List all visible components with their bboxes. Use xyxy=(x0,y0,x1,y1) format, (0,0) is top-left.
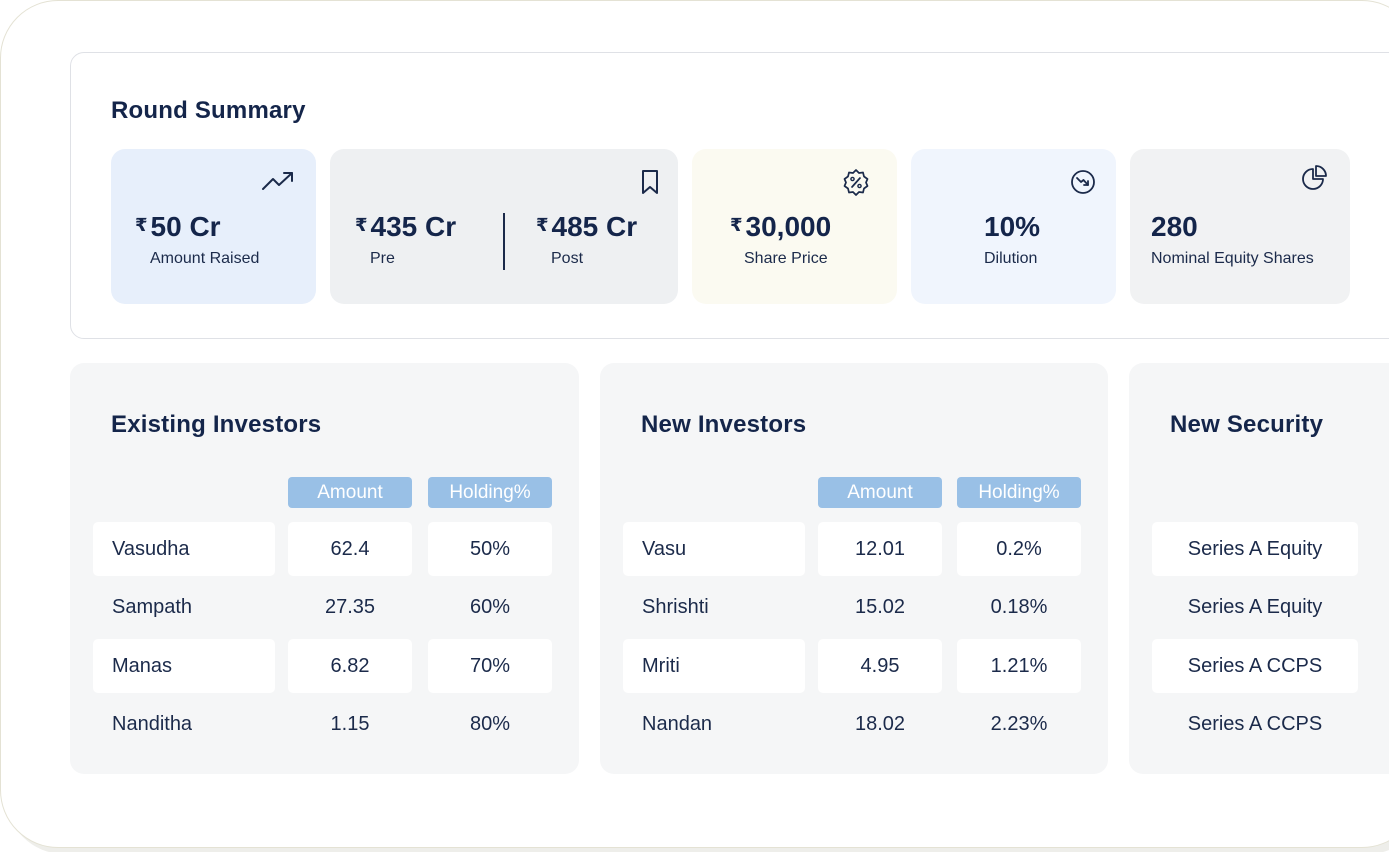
security-type: Series A CCPS xyxy=(1152,639,1358,693)
table-row[interactable]: Mriti 4.95 1.21% xyxy=(600,639,1108,693)
share-price-card[interactable]: ₹30,000 Share Price xyxy=(692,149,897,304)
dilution-card[interactable]: 10% Dilution xyxy=(911,149,1116,304)
nominal-equity-shares-card[interactable]: 280 Nominal Equity Shares xyxy=(1130,149,1350,304)
table-row[interactable]: Manas 6.82 70% xyxy=(70,639,579,693)
investor-holding: 1.21% xyxy=(957,639,1081,693)
table-row[interactable]: Shrishti 15.02 0.18% xyxy=(600,580,1108,634)
dilution-label: Dilution xyxy=(984,250,1038,267)
investor-holding: 80% xyxy=(469,713,511,735)
new-security-panel: New Security Series A Equity Series A Eq… xyxy=(1129,363,1389,774)
existing-investors-title: Existing Investors xyxy=(111,411,322,438)
investor-amount: 62.4 xyxy=(288,522,412,576)
valuation-divider xyxy=(503,213,505,270)
pre-money-value: 435 Cr xyxy=(370,211,457,242)
round-summary-title: Round Summary xyxy=(111,97,306,124)
table-row[interactable]: Sampath 27.35 60% xyxy=(70,580,579,634)
table-row[interactable]: Vasudha 62.4 50% xyxy=(70,522,579,576)
investor-name: Vasudha xyxy=(93,522,275,576)
investor-name: Vasu xyxy=(623,522,805,576)
list-item[interactable]: Series A CCPS xyxy=(1129,697,1389,751)
valuation-card[interactable]: ₹435 Cr Pre ₹485 Cr Post xyxy=(330,149,678,304)
share-price-label: Share Price xyxy=(744,250,828,267)
currency-symbol: ₹ xyxy=(536,215,549,235)
share-price-value: 30,000 xyxy=(745,211,832,242)
trending-up-icon xyxy=(262,172,293,190)
investor-name: Manas xyxy=(93,639,275,693)
investor-amount: 1.15 xyxy=(330,713,370,735)
currency-symbol: ₹ xyxy=(355,215,368,235)
investor-holding: 0.18% xyxy=(990,596,1048,618)
amount-raised-card[interactable]: ₹50 Cr Amount Raised xyxy=(111,149,316,304)
trending-down-circle-icon xyxy=(1071,170,1095,194)
security-type: Series A Equity xyxy=(1187,596,1323,618)
amount-raised-value: 50 Cr xyxy=(150,211,221,242)
investor-amount: 18.02 xyxy=(854,713,906,735)
nominal-shares-value: 280 xyxy=(1151,211,1198,242)
investor-holding: 70% xyxy=(428,639,552,693)
investor-amount: 6.82 xyxy=(288,639,412,693)
amount-raised-label: Amount Raised xyxy=(150,250,260,267)
amount-column-header[interactable]: Amount xyxy=(818,477,942,508)
holding-column-header[interactable]: Holding% xyxy=(957,477,1081,508)
investor-name: Sampath xyxy=(112,596,193,618)
security-type: Series A Equity xyxy=(1152,522,1358,576)
investor-holding: 2.23% xyxy=(990,713,1048,735)
investor-holding: 0.2% xyxy=(957,522,1081,576)
existing-investors-panel: Existing Investors Amount Holding% Vasud… xyxy=(70,363,579,774)
pie-chart-icon xyxy=(1302,165,1327,190)
bookmark-icon xyxy=(642,170,658,194)
investor-amount: 15.02 xyxy=(854,596,906,618)
post-money-label: Post xyxy=(551,250,584,267)
investor-holding: 60% xyxy=(469,596,511,618)
currency-symbol: ₹ xyxy=(730,215,743,235)
list-item[interactable]: Series A Equity xyxy=(1129,522,1389,576)
investor-amount: 27.35 xyxy=(324,596,376,618)
table-row[interactable]: Vasu 12.01 0.2% xyxy=(600,522,1108,576)
new-security-title: New Security xyxy=(1170,411,1324,438)
holding-column-header[interactable]: Holding% xyxy=(428,477,552,508)
investor-name: Nandan xyxy=(642,713,713,735)
table-row[interactable]: Nanditha 1.15 80% xyxy=(70,697,579,751)
security-type: Series A CCPS xyxy=(1187,713,1323,735)
dilution-value: 10% xyxy=(984,211,1041,242)
investor-name: Shrishti xyxy=(642,596,709,618)
nominal-shares-label: Nominal Equity Shares xyxy=(1151,250,1314,267)
new-investors-panel: New Investors Amount Holding% Vasu 12.01… xyxy=(600,363,1108,774)
table-row[interactable]: Nandan 18.02 2.23% xyxy=(600,697,1108,751)
investor-name: Mriti xyxy=(623,639,805,693)
currency-symbol: ₹ xyxy=(135,215,148,235)
pre-money-label: Pre xyxy=(370,250,395,267)
percent-badge-icon xyxy=(843,169,869,196)
list-item[interactable]: Series A Equity xyxy=(1129,580,1389,634)
investor-holding: 50% xyxy=(428,522,552,576)
investor-amount: 12.01 xyxy=(818,522,942,576)
list-item[interactable]: Series A CCPS xyxy=(1129,639,1389,693)
post-money-value: 485 Cr xyxy=(551,211,638,242)
investor-amount: 4.95 xyxy=(818,639,942,693)
amount-column-header[interactable]: Amount xyxy=(288,477,412,508)
investor-name: Nanditha xyxy=(112,713,193,735)
new-investors-title: New Investors xyxy=(641,411,807,438)
